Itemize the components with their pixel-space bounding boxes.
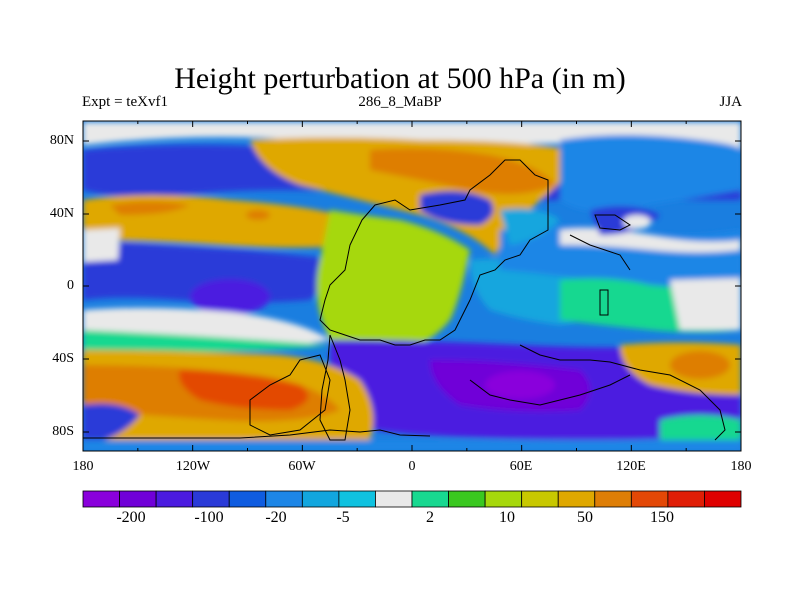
colorbar-swatch bbox=[411, 490, 449, 508]
colorbar-swatch bbox=[119, 490, 157, 508]
colorbar bbox=[82, 490, 742, 508]
colorbar-label: -100 bbox=[194, 509, 224, 526]
colorbar-swatch bbox=[704, 490, 742, 508]
colorbar-label: 10 bbox=[499, 509, 515, 526]
colorbar-label: -5 bbox=[336, 509, 350, 526]
colorbar-swatch bbox=[521, 490, 559, 508]
x-tick-label-60w: 60W bbox=[288, 459, 316, 474]
x-tick-label-0: 0 bbox=[408, 459, 416, 474]
colorbar-label: -20 bbox=[265, 509, 287, 526]
x-tick-label-180e: 180 bbox=[730, 459, 752, 474]
y-tick-label-80s: 80S bbox=[52, 424, 74, 439]
colorbar-label: -200 bbox=[116, 509, 146, 526]
colorbar-label: 150 bbox=[650, 509, 674, 526]
colorbar-swatch bbox=[630, 490, 669, 508]
colorbar-swatch bbox=[557, 490, 596, 508]
plot-title: Height perturbation at 500 hPa (in m) bbox=[174, 62, 626, 95]
season-label: JJA bbox=[719, 94, 742, 110]
contour-field bbox=[83, 121, 741, 451]
colorbar-swatch bbox=[155, 490, 194, 508]
colorbar-swatch bbox=[338, 490, 376, 508]
x-tick-label-60e: 60E bbox=[509, 459, 533, 474]
colorbar-swatch bbox=[375, 490, 413, 508]
colorbar-swatch bbox=[667, 490, 705, 508]
y-tick-label-40s: 40S bbox=[52, 351, 74, 366]
y-tick-marks bbox=[83, 140, 741, 433]
x-tick-label-120e: 120E bbox=[616, 459, 646, 474]
x-tick-label-180w: 180 bbox=[72, 459, 94, 474]
colorbar-swatch bbox=[301, 490, 340, 508]
colorbar-swatch bbox=[484, 490, 523, 508]
colorbar-label: 2 bbox=[426, 509, 434, 526]
y-tick-label-eq: 0 bbox=[67, 278, 74, 293]
y-tick-label-40n: 40N bbox=[49, 206, 74, 221]
experiment-label: Expt = teXvf1 bbox=[82, 94, 168, 110]
colorbar-swatch bbox=[228, 490, 267, 508]
colorbar-swatch bbox=[448, 490, 486, 508]
coastline-outline bbox=[83, 159, 726, 441]
x-tick-label-120w: 120W bbox=[175, 459, 211, 474]
x-tick-marks bbox=[82, 121, 742, 451]
colorbar-swatch bbox=[265, 490, 303, 508]
y-tick-label-80n: 80N bbox=[49, 133, 74, 148]
colorbar-swatch bbox=[82, 490, 120, 508]
colorbar-swatch bbox=[192, 490, 230, 508]
period-label: 286_8_MaBP bbox=[358, 94, 442, 110]
colorbar-swatch bbox=[594, 490, 632, 508]
colorbar-label: 50 bbox=[577, 509, 593, 526]
